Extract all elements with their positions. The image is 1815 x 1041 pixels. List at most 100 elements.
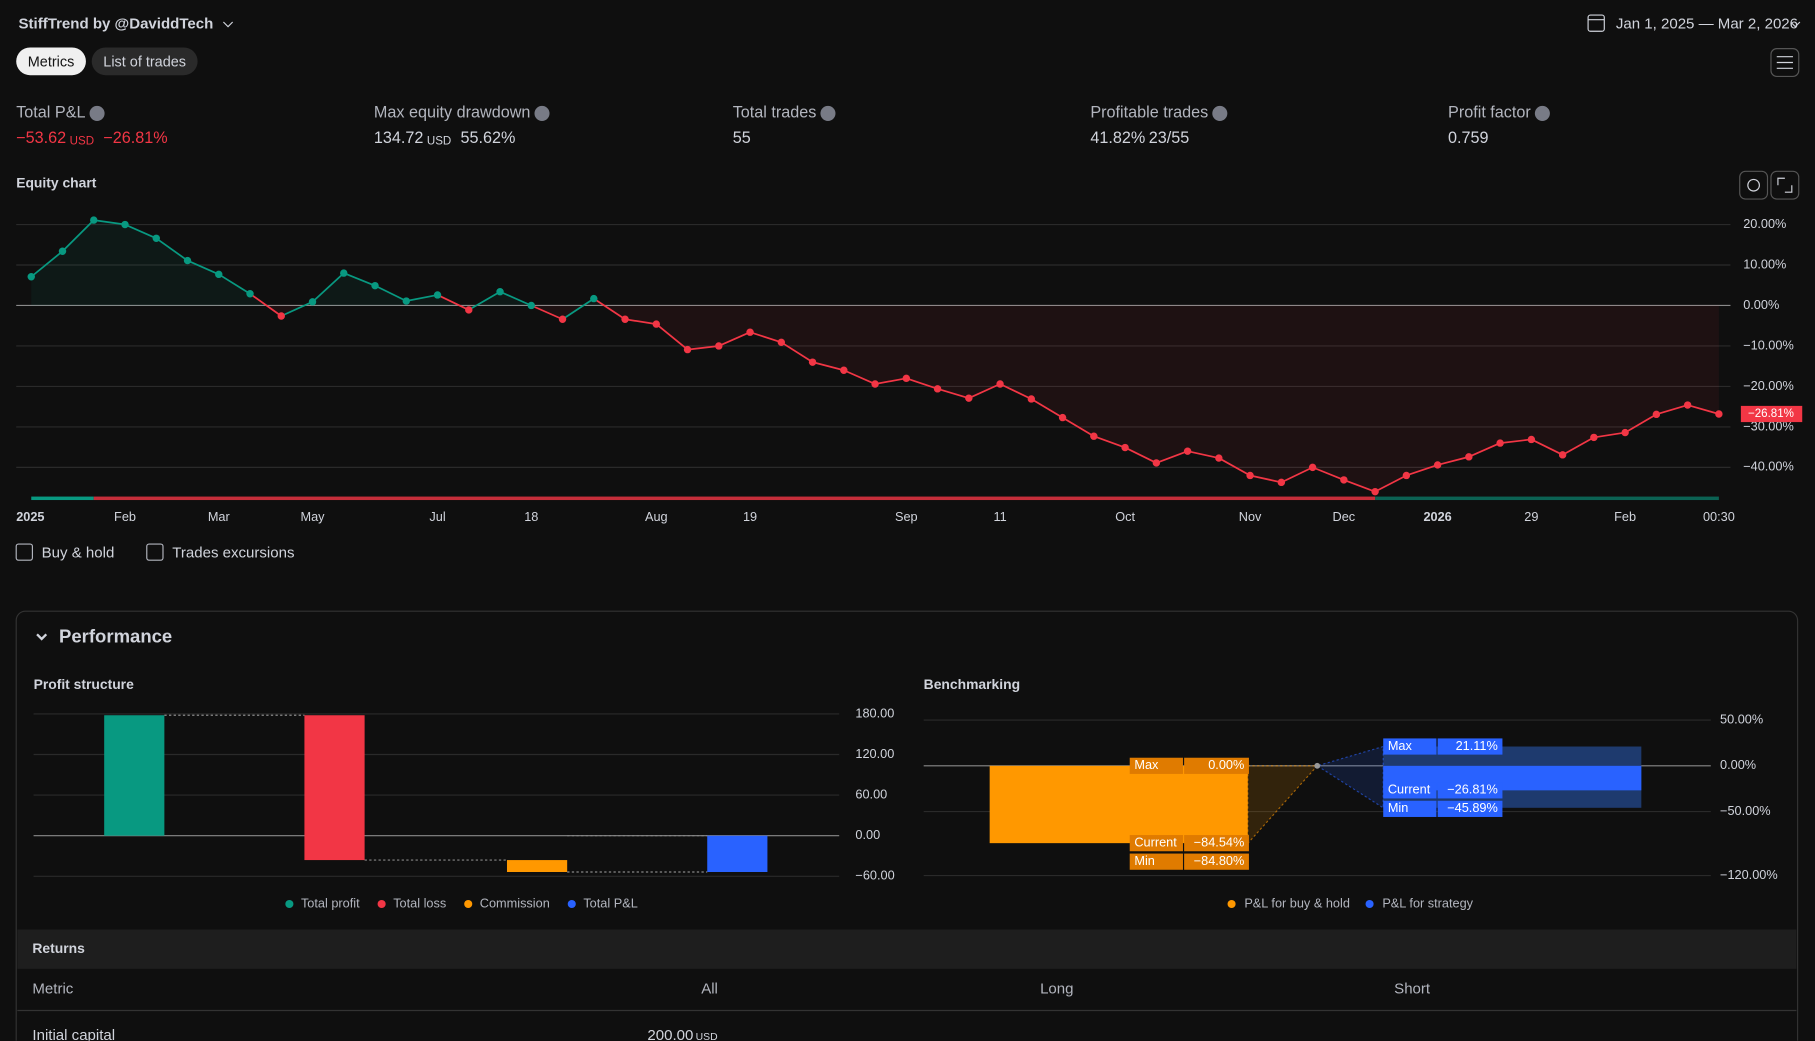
bar bbox=[104, 715, 165, 836]
line-segment bbox=[874, 377, 907, 385]
line-segment bbox=[1093, 435, 1126, 449]
checkbox[interactable] bbox=[15, 543, 33, 561]
equity-point bbox=[1371, 487, 1379, 496]
equity-point bbox=[871, 380, 879, 388]
collapse-chevron[interactable] bbox=[36, 633, 48, 641]
y-tick-label: −60.00 bbox=[855, 868, 894, 883]
marker-value: −26.81% bbox=[1447, 782, 1498, 797]
legend-dot bbox=[1365, 899, 1374, 909]
legend-label: Total loss bbox=[393, 895, 446, 910]
settings-button[interactable] bbox=[1739, 170, 1769, 200]
x-tick-label: Jul bbox=[429, 509, 445, 524]
x-tick-label: 19 bbox=[743, 509, 757, 524]
calendar-icon[interactable] bbox=[1587, 14, 1605, 32]
y-tick-label: −10.00% bbox=[1743, 337, 1794, 352]
period-bar bbox=[93, 496, 1376, 501]
y-tick-label: −20.00% bbox=[1743, 378, 1794, 393]
equity-point bbox=[1558, 451, 1567, 459]
current-badge bbox=[1740, 405, 1803, 423]
line-segment bbox=[155, 237, 189, 262]
x-tick-label: 2025 bbox=[16, 509, 44, 524]
row-unit: USD bbox=[696, 1032, 718, 1041]
line-segment bbox=[1406, 464, 1438, 477]
equity-point bbox=[1246, 471, 1254, 480]
marker-box bbox=[1129, 853, 1183, 870]
equity-point bbox=[1715, 410, 1723, 418]
line-segment bbox=[1656, 404, 1688, 416]
bar bbox=[707, 835, 768, 872]
date-chevron[interactable] bbox=[1790, 21, 1801, 28]
equity-point bbox=[840, 366, 848, 374]
info-icon[interactable] bbox=[1534, 105, 1550, 121]
equity-point bbox=[1496, 439, 1504, 447]
marker-value: −84.54% bbox=[1194, 835, 1245, 850]
marker-value: −84.80% bbox=[1194, 853, 1245, 868]
legend-label: P&L for buy & hold bbox=[1244, 895, 1350, 910]
equity-point bbox=[433, 291, 442, 299]
info-icon[interactable] bbox=[1212, 105, 1228, 121]
x-tick-label: Mar bbox=[208, 509, 231, 524]
info-icon[interactable] bbox=[534, 105, 550, 121]
equity-point bbox=[621, 315, 629, 323]
marker-box bbox=[1383, 782, 1437, 799]
fullscreen-button[interactable] bbox=[1770, 170, 1800, 200]
metric-value: 41.82% bbox=[1090, 129, 1145, 147]
line-segment bbox=[1687, 404, 1720, 415]
line-segment bbox=[1500, 438, 1532, 444]
checkbox-label[interactable]: Buy & hold bbox=[42, 544, 115, 561]
line-segment bbox=[749, 331, 782, 344]
marker-box bbox=[1184, 853, 1249, 870]
metric-value: −53.62 bbox=[16, 129, 66, 147]
marker-value: −45.89% bbox=[1447, 800, 1498, 815]
x-tick-label: 11 bbox=[993, 509, 1006, 524]
metric-label: Profit factor bbox=[1448, 104, 1531, 122]
line-segment bbox=[593, 297, 626, 320]
line-segment bbox=[1312, 466, 1345, 481]
marker-box bbox=[1437, 782, 1503, 799]
tab-label[interactable]: List of trades bbox=[103, 54, 186, 70]
legend-dot bbox=[464, 899, 473, 909]
x-tick-label: 00:30 bbox=[1703, 509, 1735, 524]
x-tick-label: Nov bbox=[1239, 509, 1262, 524]
metric-unit: USD bbox=[427, 135, 451, 147]
equity-point bbox=[402, 297, 410, 305]
marker-box bbox=[1383, 738, 1437, 755]
marker-name: Max bbox=[1388, 738, 1413, 753]
line-segment bbox=[718, 331, 751, 347]
equity-point bbox=[1527, 435, 1536, 444]
performance-title[interactable]: Performance bbox=[59, 626, 172, 647]
date-range[interactable]: Jan 1, 2025 — Mar 2, 2026 bbox=[1616, 15, 1798, 32]
metric-value: 55 bbox=[733, 129, 751, 147]
y-tick-label: 120.00 bbox=[855, 746, 894, 761]
line-segment bbox=[1156, 450, 1188, 464]
line-segment bbox=[937, 388, 970, 399]
row-value: 200.00 bbox=[647, 1027, 693, 1041]
strategy-title[interactable]: StiffTrend by @DaviddTech bbox=[19, 15, 214, 32]
layout-button[interactable] bbox=[1770, 48, 1800, 77]
checkbox[interactable] bbox=[146, 543, 164, 561]
tab-label[interactable]: Metrics bbox=[28, 54, 75, 70]
tab[interactable] bbox=[91, 47, 198, 76]
x-tick-label: 29 bbox=[1524, 509, 1538, 524]
x-tick-label: Feb bbox=[1614, 509, 1636, 524]
column-header: Short bbox=[1394, 981, 1431, 998]
info-icon[interactable] bbox=[820, 105, 836, 121]
equity-point bbox=[652, 320, 661, 328]
period-bar bbox=[31, 496, 94, 501]
tab[interactable] bbox=[16, 47, 86, 76]
line-segment bbox=[187, 259, 220, 276]
equity-point bbox=[1621, 428, 1629, 437]
line-segment bbox=[1343, 479, 1376, 493]
y-tick-label: −120.00% bbox=[1720, 867, 1778, 882]
title-chevron[interactable] bbox=[222, 21, 234, 28]
checkbox-label[interactable]: Trades excursions bbox=[172, 544, 294, 561]
marker-name: Current bbox=[1134, 835, 1177, 850]
legend-dot bbox=[567, 899, 576, 909]
marker-box bbox=[1129, 757, 1183, 774]
settings-icon bbox=[1747, 178, 1760, 192]
equity-point bbox=[1433, 461, 1442, 469]
info-icon[interactable] bbox=[89, 105, 105, 121]
equity-point bbox=[1121, 443, 1129, 452]
line-segment bbox=[1530, 438, 1564, 456]
